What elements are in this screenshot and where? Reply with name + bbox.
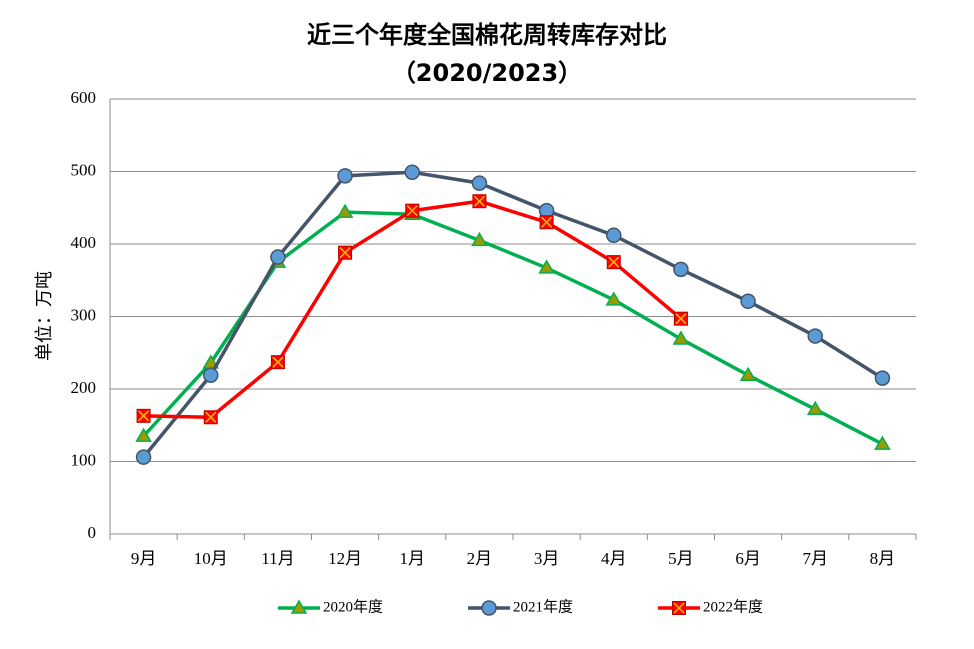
series-line xyxy=(142,170,884,459)
chart-subtitle: （2020/2023） xyxy=(392,59,582,87)
marker xyxy=(605,291,623,306)
marker-cross xyxy=(272,356,284,368)
legend-label: 2021年度 xyxy=(513,598,573,615)
marker xyxy=(203,367,219,383)
marker xyxy=(606,227,622,244)
marker-cross xyxy=(406,205,418,217)
x-tick-label: 9月 xyxy=(131,549,157,568)
marker xyxy=(405,203,420,218)
marker xyxy=(806,400,824,416)
marker xyxy=(740,293,756,310)
marker xyxy=(471,175,488,191)
x-tick-label: 5月 xyxy=(668,549,694,568)
y-axis-label: 单位：万吨 xyxy=(34,271,55,361)
marker xyxy=(404,164,420,180)
y-tick-label: 600 xyxy=(71,88,97,107)
marker xyxy=(672,601,686,615)
marker xyxy=(203,410,218,425)
marker xyxy=(472,194,487,209)
marker-cross xyxy=(473,195,485,207)
x-tick-label: 11月 xyxy=(261,549,294,568)
x-tick-label: 12月 xyxy=(328,549,362,568)
y-tick-label: 300 xyxy=(71,305,97,324)
marker xyxy=(270,249,286,265)
chart-title: 近三个年度全国棉花周转库存对比 xyxy=(307,21,667,49)
marker xyxy=(135,427,152,442)
marker-cross xyxy=(138,410,150,422)
y-tick-label: 400 xyxy=(71,233,97,252)
x-tick-label: 1月 xyxy=(400,549,426,568)
x-tick-label: 2月 xyxy=(467,549,493,568)
y-tick-label: 200 xyxy=(71,378,97,397)
series-line xyxy=(142,210,884,446)
marker xyxy=(471,231,488,247)
x-tick-label: 6月 xyxy=(735,549,761,568)
y-tick-label: 500 xyxy=(71,160,97,179)
marker xyxy=(136,408,151,423)
series-line xyxy=(143,199,683,420)
marker xyxy=(338,245,353,260)
y-tick-label: 100 xyxy=(71,450,97,469)
marker-cross xyxy=(675,313,687,325)
x-tick-label: 10月 xyxy=(194,549,228,568)
marker xyxy=(672,330,690,345)
marker xyxy=(337,168,353,184)
legend-label: 2022年度 xyxy=(703,598,763,615)
marker-cross xyxy=(541,216,553,228)
marker-cross xyxy=(673,602,685,614)
marker xyxy=(874,370,891,386)
legend-label: 2020年度 xyxy=(323,598,383,615)
marker xyxy=(290,599,308,614)
marker-cross xyxy=(339,247,351,259)
y-tick-label: 0 xyxy=(88,523,97,542)
marker xyxy=(673,311,688,326)
marker-cross xyxy=(608,256,620,268)
x-tick-label: 3月 xyxy=(534,549,560,568)
x-tick-label: 8月 xyxy=(870,549,896,568)
marker-cross xyxy=(205,411,217,423)
x-tick-label: 4月 xyxy=(601,549,627,568)
marker xyxy=(336,203,354,218)
marker xyxy=(481,600,497,616)
marker xyxy=(539,215,554,230)
marker xyxy=(739,366,757,381)
marker xyxy=(874,435,891,450)
marker xyxy=(606,255,621,270)
marker xyxy=(270,355,285,370)
marker xyxy=(135,449,152,465)
marker xyxy=(807,328,823,344)
marker xyxy=(538,259,555,274)
x-tick-label: 7月 xyxy=(803,549,829,568)
marker xyxy=(673,261,689,278)
